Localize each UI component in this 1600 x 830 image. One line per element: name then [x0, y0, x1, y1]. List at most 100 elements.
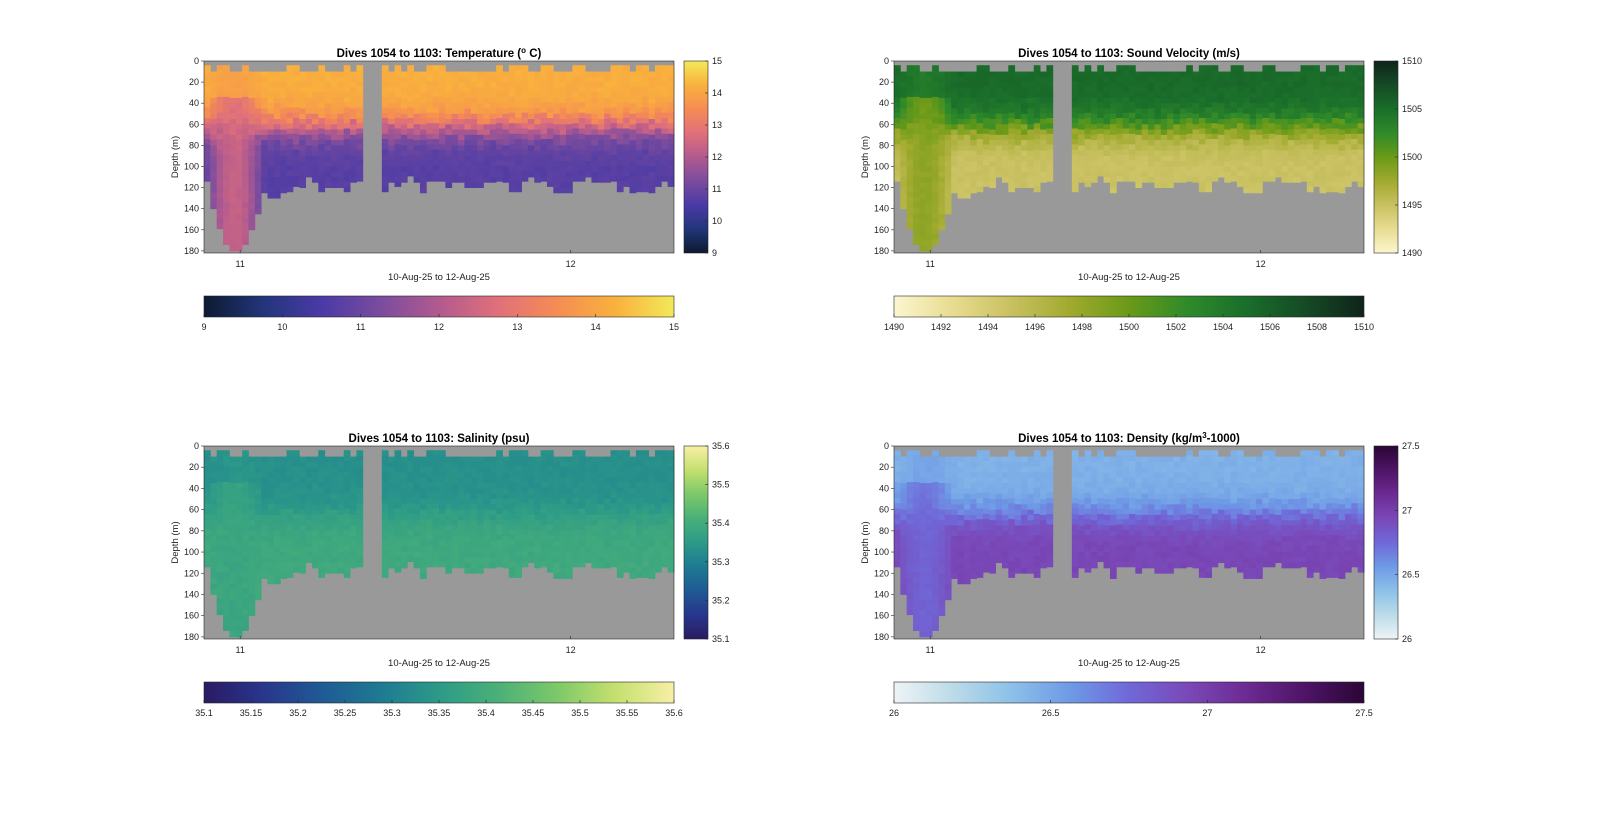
heatmap-cell [261, 145, 268, 152]
heatmap-cell [261, 92, 268, 99]
heatmap-cell [1300, 70, 1308, 77]
heatmap-cell [254, 525, 262, 532]
heatmap-cell [388, 493, 395, 500]
heatmap-cell [989, 87, 997, 94]
heatmap-cell [292, 86, 300, 92]
heatmap-cell [546, 107, 554, 114]
heatmap-cell [381, 102, 389, 108]
heatmap-cell [388, 103, 395, 109]
heatmap-cell [919, 203, 927, 210]
heatmap-cell [597, 557, 605, 564]
heatmap-cell [280, 82, 287, 88]
heatmap-cell [305, 97, 313, 104]
heatmap-cell [483, 504, 491, 511]
heatmap-cell [546, 508, 554, 515]
heatmap-cell [951, 177, 958, 183]
heatmap-cell [1262, 170, 1270, 177]
heatmap-cell [381, 107, 389, 114]
heatmap-cell [534, 467, 542, 473]
heatmap-cell [527, 493, 535, 500]
heatmap-cell [470, 530, 478, 537]
heatmap-cell [235, 134, 243, 141]
heatmap-cell [559, 509, 567, 516]
heatmap-cell [1129, 154, 1136, 161]
heatmap-cell [305, 472, 313, 479]
heatmap-cell [1294, 166, 1301, 173]
heatmap-cell [610, 112, 618, 119]
heatmap-cell [1001, 124, 1009, 130]
heatmap-cell [229, 92, 237, 99]
heatmap-cell [210, 456, 218, 463]
heatmap-cell [932, 107, 939, 114]
heatmap-cell [356, 112, 364, 119]
heatmap-cell [515, 91, 522, 98]
heatmap-cell [318, 96, 326, 103]
heatmap-cell [311, 119, 319, 125]
heatmap-cell [1287, 145, 1295, 152]
heatmap-cell [299, 140, 307, 146]
heatmap-cell [1148, 92, 1155, 99]
heatmap-cell [464, 557, 472, 564]
heatmap-cell [216, 65, 224, 71]
heatmap-cell [280, 552, 287, 558]
heatmap-cell [1357, 160, 1365, 166]
heatmap-cell [546, 545, 554, 552]
heatmap-cell [604, 520, 611, 526]
heatmap-cell [540, 112, 548, 119]
heatmap-cell [248, 171, 256, 178]
heatmap-cell [553, 82, 561, 88]
heatmap-cell [356, 482, 364, 488]
heatmap-cell [470, 552, 478, 558]
heatmap-cell [1071, 139, 1079, 145]
heatmap-cell [604, 71, 611, 78]
heatmap-cell [578, 466, 586, 472]
heatmap-cell [286, 566, 294, 573]
heatmap-cell [439, 154, 446, 161]
heatmap-cell [1281, 161, 1289, 167]
heatmap-cell [254, 509, 262, 516]
heatmap-cell [629, 557, 637, 564]
heatmap-cell [489, 103, 497, 109]
heatmap-cell [635, 561, 643, 568]
heatmap-cell [1306, 70, 1314, 77]
heatmap-cell [216, 181, 224, 187]
heatmap-cell [223, 75, 230, 82]
heatmap-cell [235, 514, 243, 521]
heatmap-cell [1243, 103, 1251, 109]
heatmap-cell [578, 112, 586, 119]
heatmap-cell [394, 508, 402, 515]
heatmap-cell [248, 124, 256, 130]
heatmap-cell [540, 535, 548, 541]
heatmap-cell [394, 144, 402, 151]
heatmap-cell [248, 589, 256, 595]
heatmap-cell [280, 76, 287, 83]
heatmap-cell [1205, 154, 1212, 161]
heatmap-cell [585, 546, 592, 553]
heatmap-cell [1046, 128, 1054, 135]
heatmap-cell [1122, 70, 1130, 77]
heatmap-cell [331, 567, 338, 574]
heatmap-cell [1008, 123, 1016, 129]
heatmap-cell [566, 456, 573, 463]
axes-box [203, 60, 675, 254]
heatmap-cell [400, 461, 408, 468]
heatmap-cell [242, 218, 249, 224]
heatmap-cell [331, 97, 338, 104]
heatmap-cell [432, 466, 440, 472]
heatmap-cell [439, 81, 446, 87]
heatmap-cell [970, 129, 977, 136]
heatmap-cell [324, 525, 332, 532]
heatmap-cell [553, 546, 561, 553]
heatmap-cell [324, 483, 332, 489]
heatmap-cell [419, 76, 427, 83]
heatmap-cell [610, 492, 618, 499]
heatmap-cell [483, 514, 491, 521]
heatmap-cell [521, 529, 529, 536]
heatmap-cell [254, 203, 262, 210]
heatmap-cell [591, 541, 599, 548]
heatmap-cell [597, 161, 605, 167]
heatmap-cell [521, 540, 529, 547]
heatmap-cell [445, 520, 453, 526]
heatmap-cell [610, 529, 618, 536]
heatmap-cell [1021, 134, 1028, 141]
